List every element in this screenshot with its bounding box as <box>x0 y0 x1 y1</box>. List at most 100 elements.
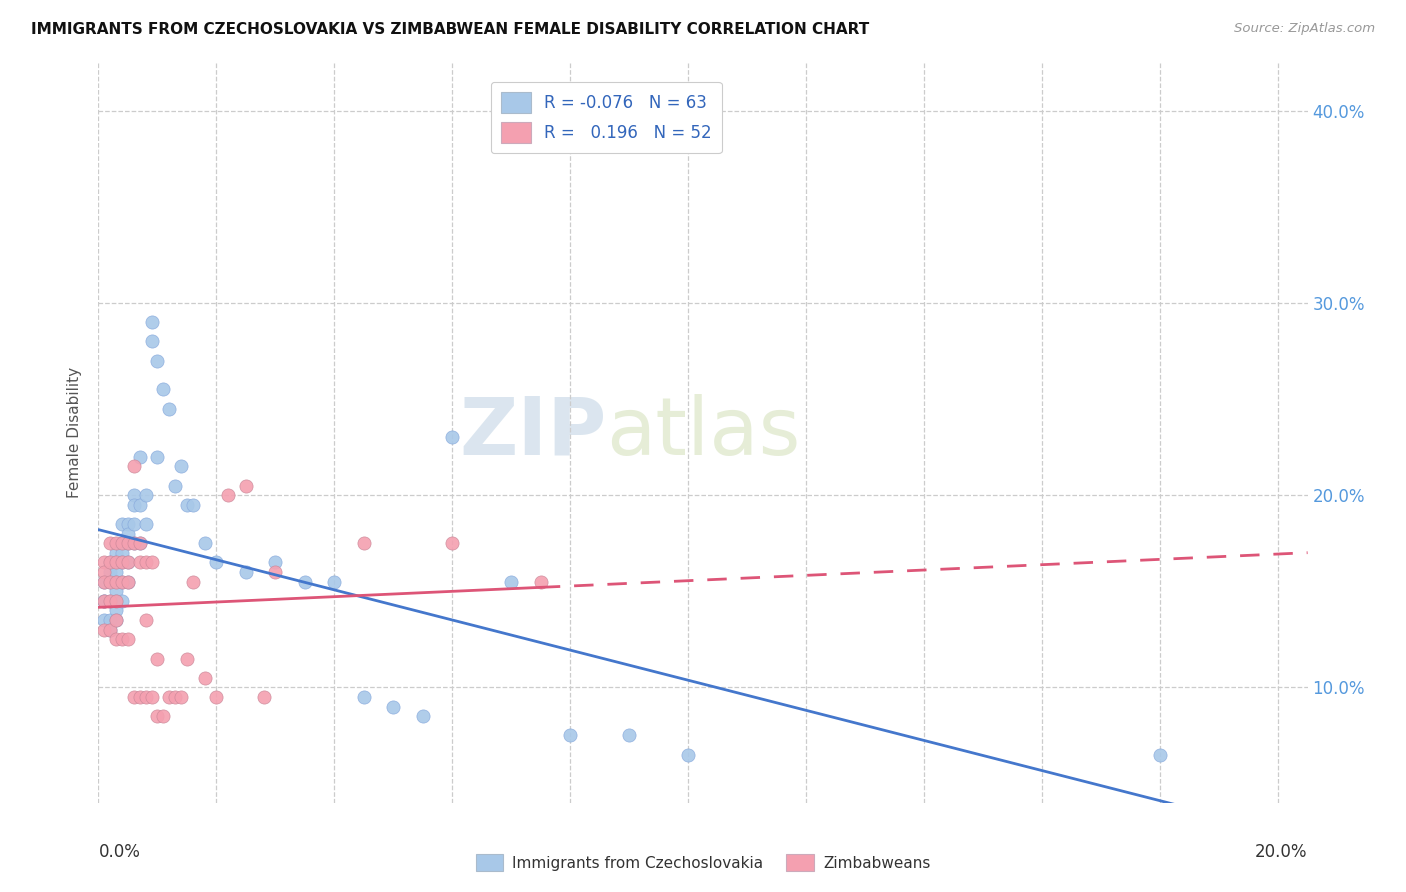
Point <box>111 546 134 560</box>
Point <box>560 729 582 743</box>
Point <box>157 401 180 416</box>
Point <box>93 594 115 608</box>
Point <box>170 459 193 474</box>
Point <box>111 594 134 608</box>
Point <box>93 556 115 570</box>
Point <box>93 594 115 608</box>
Point <box>122 690 145 704</box>
Point <box>441 430 464 444</box>
Point <box>181 498 204 512</box>
Point <box>93 574 115 589</box>
Point <box>176 651 198 665</box>
Point <box>323 574 346 589</box>
Point <box>111 516 134 531</box>
Point <box>122 488 145 502</box>
Point <box>98 536 121 550</box>
Point <box>382 699 405 714</box>
Point <box>117 516 139 531</box>
Point <box>122 459 145 474</box>
Point <box>98 556 121 570</box>
Point <box>98 623 121 637</box>
Point <box>93 613 115 627</box>
Y-axis label: Female Disability: Female Disability <box>67 367 83 499</box>
Legend: R = -0.076   N = 63, R =   0.196   N = 52: R = -0.076 N = 63, R = 0.196 N = 52 <box>491 82 721 153</box>
Point <box>194 536 217 550</box>
Text: atlas: atlas <box>606 393 800 472</box>
Text: IMMIGRANTS FROM CZECHOSLOVAKIA VS ZIMBABWEAN FEMALE DISABILITY CORRELATION CHART: IMMIGRANTS FROM CZECHOSLOVAKIA VS ZIMBAB… <box>31 22 869 37</box>
Point <box>141 556 163 570</box>
Point <box>98 556 121 570</box>
Point <box>111 536 134 550</box>
Point <box>105 594 128 608</box>
Point <box>176 498 198 512</box>
Point <box>117 536 139 550</box>
Point <box>117 574 139 589</box>
Point <box>105 594 128 608</box>
Point <box>105 613 128 627</box>
Point <box>117 556 139 570</box>
Point <box>165 478 187 492</box>
Point <box>128 690 150 704</box>
Point <box>105 632 128 647</box>
Point <box>105 603 128 617</box>
Point <box>105 556 128 570</box>
Point <box>264 556 287 570</box>
Point <box>141 315 163 329</box>
Point <box>105 574 128 589</box>
Text: Source: ZipAtlas.com: Source: ZipAtlas.com <box>1234 22 1375 36</box>
Point <box>105 546 128 560</box>
Point <box>105 613 128 627</box>
Point <box>117 536 139 550</box>
Point <box>122 516 145 531</box>
Point <box>146 651 169 665</box>
Point <box>117 632 139 647</box>
Point <box>128 536 150 550</box>
Text: 20.0%: 20.0% <box>1256 843 1308 861</box>
Text: ZIP: ZIP <box>458 393 606 472</box>
Point <box>105 556 128 570</box>
Point <box>111 632 134 647</box>
Point <box>135 613 157 627</box>
Point <box>105 584 128 599</box>
Point <box>501 574 523 589</box>
Point <box>98 574 121 589</box>
Point <box>678 747 700 762</box>
Point <box>98 574 121 589</box>
Point <box>117 526 139 541</box>
Point <box>141 690 163 704</box>
Point <box>122 498 145 512</box>
Point <box>141 334 163 349</box>
Point <box>98 565 121 579</box>
Point <box>170 690 193 704</box>
Point <box>412 709 434 723</box>
Point <box>128 556 150 570</box>
Point <box>294 574 316 589</box>
Point <box>93 623 115 637</box>
Point <box>252 690 274 704</box>
Point <box>165 690 187 704</box>
Point <box>235 565 257 579</box>
Point <box>205 690 228 704</box>
Point <box>98 613 121 627</box>
Point <box>105 574 128 589</box>
Point <box>93 574 115 589</box>
Point <box>135 556 157 570</box>
Point <box>194 671 217 685</box>
Point <box>98 594 121 608</box>
Point <box>235 478 257 492</box>
Point <box>135 516 157 531</box>
Text: 0.0%: 0.0% <box>98 843 141 861</box>
Point <box>117 574 139 589</box>
Point <box>530 574 553 589</box>
Point <box>111 556 134 570</box>
Point <box>205 556 228 570</box>
Point <box>353 690 375 704</box>
Point <box>122 536 145 550</box>
Point <box>146 450 169 464</box>
Point <box>128 498 150 512</box>
Point <box>181 574 204 589</box>
Point <box>152 382 174 396</box>
Point <box>111 536 134 550</box>
Point <box>93 565 115 579</box>
Point <box>93 594 115 608</box>
